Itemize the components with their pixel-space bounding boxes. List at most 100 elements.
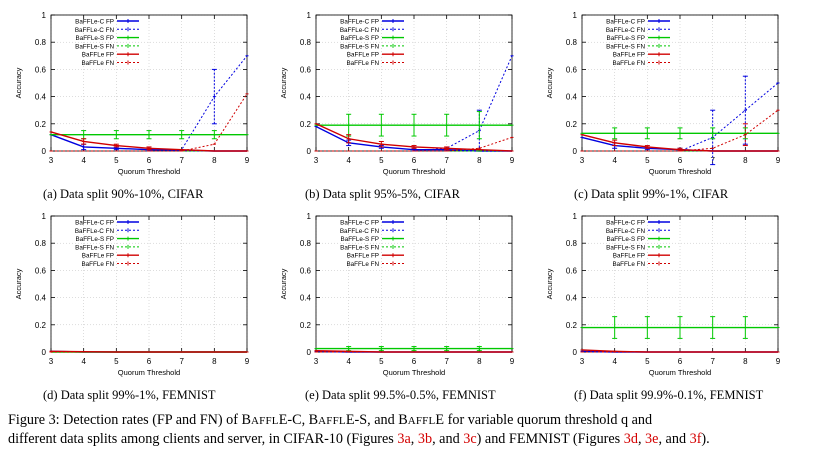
y-tick-label: 0.2 bbox=[35, 120, 47, 129]
x-tick-label: 4 bbox=[346, 156, 351, 165]
x-tick-label: 9 bbox=[510, 357, 515, 366]
y-axis-label: Accuracy bbox=[545, 67, 554, 98]
caption-text: Figure 3: Detection rates (FP and FN) of… bbox=[8, 412, 251, 428]
y-tick-label: 0.8 bbox=[300, 38, 312, 47]
legend-label: BaFFLe FN bbox=[81, 60, 114, 67]
x-tick-label: 4 bbox=[346, 357, 351, 366]
y-axis-label: Accuracy bbox=[14, 268, 23, 299]
x-tick-label: 3 bbox=[580, 357, 585, 366]
caption-smallcaps: AFFL bbox=[318, 415, 346, 427]
x-tick-label: 3 bbox=[314, 357, 319, 366]
chart-panel-5: 0 0.2 0.4 0.6 0.8 1 3 4 5 6 7 8 9 Quorum Threshold Acc… bbox=[279, 212, 515, 402]
x-tick-label: 7 bbox=[179, 357, 184, 366]
x-axis-label: Quorum Threshold bbox=[383, 368, 445, 377]
legend-label: BaFFLe-C FN bbox=[340, 27, 380, 34]
x-tick-label: 6 bbox=[412, 357, 417, 366]
y-tick-label: 0.8 bbox=[35, 38, 47, 47]
legend-label: BaFFLe FP bbox=[347, 52, 379, 59]
legend-label: BaFFLe-S FP bbox=[76, 236, 115, 243]
legend-label: BaFFLe FP bbox=[82, 52, 114, 59]
x-tick-label: 3 bbox=[49, 156, 54, 165]
caption-text: , and bbox=[432, 431, 464, 447]
y-axis-label: Accuracy bbox=[545, 268, 554, 299]
x-tick-label: 8 bbox=[212, 357, 217, 366]
x-tick-label: 9 bbox=[776, 357, 781, 366]
legend-label: BaFFLe FP bbox=[347, 253, 379, 260]
caption-text: ) and FEMNIST (Figures bbox=[476, 431, 624, 447]
legend-label: BaFFLe FN bbox=[612, 261, 645, 268]
y-tick-label: 1 bbox=[307, 212, 312, 221]
figure-ref-3f-link[interactable]: 3f bbox=[689, 431, 702, 447]
y-tick-label: 0.6 bbox=[35, 65, 47, 74]
figure-ref-3a-link[interactable]: 3a bbox=[397, 431, 411, 447]
x-tick-label: 4 bbox=[81, 156, 86, 165]
subfigure-caption: (a) Data split 90%-10%, CIFAR bbox=[43, 187, 204, 201]
legend-label: BaFFLe-S FN bbox=[340, 43, 379, 50]
subfigure-caption: (e) Data split 99.5%-0.5%, FEMNIST bbox=[305, 388, 496, 402]
x-tick-label: 8 bbox=[477, 357, 482, 366]
chart-panel-2: 0 0.2 0.4 0.6 0.8 1 3 4 5 6 7 8 9 Quorum Threshold Acc… bbox=[279, 11, 515, 201]
chart-panel-6: 0 0.2 0.4 0.6 0.8 1 3 4 5 6 7 8 9 Quorum Threshold Acc… bbox=[545, 212, 781, 402]
caption-text: E bbox=[435, 412, 445, 428]
y-tick-label: 0.8 bbox=[566, 38, 578, 47]
figure-ref-3d-link[interactable]: 3d bbox=[623, 431, 638, 447]
legend-label: BaFFLe-S FP bbox=[341, 35, 380, 42]
x-tick-label: 6 bbox=[412, 156, 417, 165]
legend-label: BaFFLe-S FN bbox=[606, 43, 645, 50]
caption-text: ). bbox=[701, 431, 710, 447]
y-tick-label: 0 bbox=[573, 348, 578, 357]
caption-smallcaps: AFFL bbox=[251, 415, 279, 427]
legend-label: BaFFLe-C FN bbox=[606, 228, 646, 235]
x-tick-label: 9 bbox=[776, 156, 781, 165]
x-tick-label: 5 bbox=[379, 156, 384, 165]
x-tick-label: 6 bbox=[678, 357, 683, 366]
y-tick-label: 0.2 bbox=[300, 120, 312, 129]
x-axis-label: Quorum Threshold bbox=[649, 167, 711, 176]
x-tick-label: 5 bbox=[645, 357, 650, 366]
figure-ref-3e-link[interactable]: 3e bbox=[645, 431, 659, 447]
legend-label: BaFFLe FN bbox=[81, 261, 114, 268]
x-tick-label: 4 bbox=[612, 357, 617, 366]
x-tick-label: 6 bbox=[147, 357, 152, 366]
caption-text: for variable quorum threshold q and bbox=[444, 412, 653, 428]
legend-label: BaFFLe FN bbox=[612, 60, 645, 67]
legend-label: BaFFLe FP bbox=[613, 52, 645, 59]
x-tick-label: 7 bbox=[710, 357, 715, 366]
x-tick-label: 8 bbox=[743, 357, 748, 366]
y-tick-label: 0.4 bbox=[35, 93, 47, 102]
y-tick-label: 0.8 bbox=[300, 239, 312, 248]
y-tick-label: 0.2 bbox=[566, 321, 578, 330]
subfigure-caption: (f) Data split 99.9%-0.1%, FEMNIST bbox=[574, 388, 764, 402]
x-axis-label: Quorum Threshold bbox=[118, 167, 180, 176]
y-tick-label: 0.6 bbox=[300, 65, 312, 74]
x-tick-label: 5 bbox=[114, 357, 119, 366]
legend-label: BaFFLe-C FP bbox=[340, 19, 379, 26]
figure-ref-3c-link[interactable]: 3c bbox=[463, 431, 477, 447]
x-axis-label: Quorum Threshold bbox=[383, 167, 445, 176]
chart-panel-1: 0 0.2 0.4 0.6 0.8 1 3 4 5 6 7 8 9 Quorum Threshold Acc… bbox=[14, 11, 250, 201]
x-axis-label: Quorum Threshold bbox=[649, 368, 711, 377]
y-axis-label: Accuracy bbox=[279, 67, 288, 98]
y-tick-label: 0.8 bbox=[35, 239, 47, 248]
legend-label: BaFFLe-C FP bbox=[606, 19, 645, 26]
caption-text: , bbox=[637, 431, 646, 447]
y-tick-label: 1 bbox=[42, 212, 47, 221]
x-tick-label: 9 bbox=[510, 156, 515, 165]
legend-label: BaFFLe-C FP bbox=[340, 220, 379, 227]
legend-label: BaFFLe-S FN bbox=[75, 43, 114, 50]
figure-panels: 0 0.2 0.4 0.6 0.8 1 3 4 5 6 7 8 9 Quorum Threshold Acc… bbox=[14, 11, 781, 402]
x-tick-label: 3 bbox=[314, 156, 319, 165]
legend-label: BaFFLe-C FN bbox=[340, 228, 380, 235]
x-tick-label: 3 bbox=[49, 357, 54, 366]
legend-label: BaFFLe FN bbox=[346, 261, 379, 268]
legend-label: BaFFLe-C FP bbox=[75, 220, 114, 227]
x-tick-label: 5 bbox=[645, 156, 650, 165]
figure-ref-3b-link[interactable]: 3b bbox=[417, 431, 433, 447]
y-tick-label: 0.4 bbox=[35, 294, 47, 303]
y-tick-label: 0.4 bbox=[566, 294, 578, 303]
legend-label: BaFFLe FN bbox=[346, 60, 379, 67]
x-tick-label: 7 bbox=[444, 156, 449, 165]
y-tick-label: 0.4 bbox=[300, 93, 312, 102]
figure-caption-line-1: Figure 3: Detection rates (FP and FN) of… bbox=[8, 412, 813, 429]
